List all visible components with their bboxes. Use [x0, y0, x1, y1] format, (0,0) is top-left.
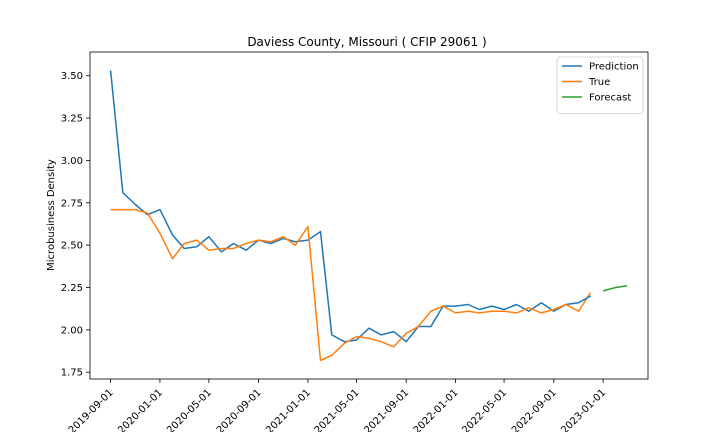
x-tick-label: 2021-09-01 — [362, 387, 411, 432]
legend-box — [556, 56, 644, 114]
y-tick-label: 3.50 — [61, 71, 83, 82]
series-line-prediction — [109, 70, 579, 343]
x-tick-label: 2020-01-01 — [116, 387, 165, 432]
series-line-forecast — [602, 285, 628, 292]
legend-label: True — [588, 77, 610, 88]
x-tick-label: 2022-01-01 — [412, 387, 461, 432]
chart-title: Daviess County, Missouri ( CFIP 29061 ) — [247, 35, 486, 49]
x-tick-label: 2020-05-01 — [165, 387, 214, 432]
x-axis: 2019-09-01 2020-01-01 2020-05-01 2020-09-01… — [67, 379, 608, 436]
y-axis: 1.75 2.00 2.25 2.50 2.75 3.00 3.25 3.50 — [61, 71, 90, 379]
x-tick-label: 2022-09-01 — [510, 387, 559, 432]
y-tick-label: 1.75 — [61, 368, 83, 379]
y-axis-label: Microbusiness Density — [46, 159, 57, 271]
x-tick-label: 2021-05-01 — [313, 387, 362, 432]
y-tick-label: 2.00 — [61, 325, 83, 336]
y-tick-label: 2.75 — [61, 198, 83, 209]
y-tick-label: 2.50 — [61, 241, 83, 252]
legend-label: Prediction — [589, 62, 639, 73]
plot-area — [89, 51, 649, 380]
x-tick-label: 2020-09-01 — [215, 387, 264, 432]
x-tick-label: 2019-09-01 — [67, 387, 116, 432]
series-layer — [109, 70, 628, 362]
y-tick-label: 3.00 — [61, 156, 83, 167]
legend-label: Forecast — [589, 93, 631, 104]
y-tick-label: 2.25 — [61, 283, 83, 294]
legend: Prediction True Forecast — [556, 56, 644, 114]
series-line-prediction-extension — [578, 295, 591, 304]
x-tick-label: 2022-05-01 — [460, 387, 509, 432]
x-tick-label: 2023-01-01 — [559, 387, 608, 432]
series-line-true — [110, 208, 592, 362]
y-tick-label: 3.25 — [61, 114, 83, 125]
x-tick-label: 2021-01-01 — [264, 387, 313, 432]
